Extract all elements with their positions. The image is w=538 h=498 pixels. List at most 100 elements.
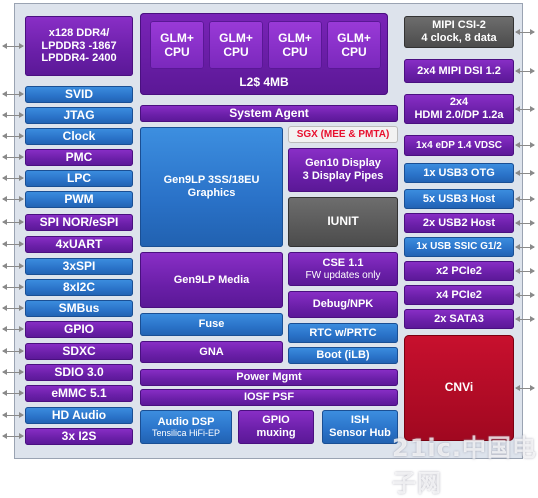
audio-dsp-block: Audio DSP Tensilica HiFi-EP [140,410,232,444]
left-connector-arrow [2,433,24,439]
hdmi-block: 2x4 HDMI 2.0/DP 1.2a [404,94,514,124]
right-connector-arrow [515,385,535,391]
left-connector-arrow [2,305,24,311]
fuse-block: Fuse [140,313,283,336]
cpu-label-top: GLM+ [160,30,194,45]
cpu-core-3: GLM+ CPU [268,21,322,69]
gna-block: GNA [140,341,283,363]
cpu-core-1: GLM+ CPU [150,21,204,69]
right-connector-arrow [515,29,535,35]
iunit-block: IUNIT [288,197,398,247]
memory-line-1: x128 DDR4/ [48,27,110,40]
media-block: Gen9LP Media [140,252,283,308]
hdmi-line-2: HDMI 2.0/DP 1.2a [414,109,504,121]
left-connector-arrow [2,390,24,396]
boot-block: Boot (iLB) [288,347,398,364]
ish-line-1: ISH [350,414,370,427]
gpio-muxing-block: GPIO muxing [238,410,314,444]
sdxc-block: SDXC [25,343,133,360]
cpu-label-bottom: CPU [282,45,308,59]
left-connector-arrow [2,196,24,202]
left-connector-arrow [2,348,24,354]
mipi-csi-block: MIPI CSI-2 4 clock, 8 data [404,16,514,48]
smbus-block: SMBus [25,300,133,317]
left-connector-arrow [2,369,24,375]
memory-line-3: LPDDR4- 2400 [41,52,117,65]
csi-line-2: 4 clock, 8 data [421,32,497,44]
left-connector-arrow [2,263,24,269]
pcie2-x4-block: x4 PCIe2 [404,285,514,305]
iosf-psf-block: IOSF PSF [140,389,398,406]
cpu-label-top: GLM+ [278,30,312,45]
emmc-block: eMMC 5.1 [25,385,133,402]
ish-block: ISH Sensor Hub [322,410,398,444]
right-connector-arrow [515,106,535,112]
left-connector-arrow [2,91,24,97]
memory-controller-block: x128 DDR4/ LPDDR3 -1867 LPDDR4- 2400 [25,16,133,76]
pcie2-x2-block: x2 PCIe2 [404,261,514,281]
right-connector-arrow [515,316,535,322]
gpio-mux-line-2: muxing [256,427,296,439]
right-connector-arrow [515,292,535,298]
cpu-core-4: GLM+ CPU [327,21,381,69]
i2s-block: 3x I2S [25,428,133,445]
ish-line-2: Sensor Hub [329,427,391,439]
left-connector-arrow [2,112,24,118]
jtag-block: JTAG [25,107,133,124]
cse-line-2: FW updates only [305,269,381,281]
cpu-label-bottom: CPU [164,45,190,59]
graphics-line-1: Gen9LP 3SS/18EU [163,174,260,187]
spi-block: 3xSPI [25,258,133,275]
cpu-core-2: GLM+ CPU [209,21,263,69]
left-connector-arrow [2,284,24,290]
cse-line-1: CSE 1.1 [322,256,364,269]
left-connector-arrow [2,175,24,181]
usb2-host-block: 2x USB2 Host [404,213,514,233]
pwm-block: PWM [25,191,133,208]
right-connector-arrow [515,170,535,176]
hd-audio-block: HD Audio [25,407,133,424]
left-connector-arrow [2,154,24,160]
right-connector-arrow [515,196,535,202]
sdio-block: SDIO 3.0 [25,364,133,381]
lpc-block: LPC [25,170,133,187]
left-connector-arrow [2,412,24,418]
display-line-2: 3 Display Pipes [302,170,384,182]
usb3-otg-block: 1x USB3 OTG [404,163,514,183]
cpu-label-top: GLM+ [337,30,371,45]
watermark-text: 21ic.中国电子网 [392,434,537,497]
left-connector-arrow [2,43,24,49]
right-connector-arrow [515,68,535,74]
hdmi-line-1: 2x4 [449,96,469,109]
mipi-dsi-block: 2x4 MIPI DSI 1.2 [404,59,514,83]
cpu-label-top: GLM+ [219,30,253,45]
cpu-label-bottom: CPU [223,45,249,59]
usb3-host-block: 5x USB3 Host [404,189,514,209]
right-connector-arrow [515,220,535,226]
left-connector-arrow [2,241,24,247]
gpio-mux-line-1: GPIO [262,414,290,427]
cpu-cluster: GLM+ CPU GLM+ CPU GLM+ CPU GLM+ CPU L2$ … [140,13,388,95]
edp-block: 1x4 eDP 1.4 VDSC [404,135,514,156]
csi-line-1: MIPI CSI-2 [432,19,486,32]
gpio-block: GPIO [25,321,133,338]
display-block: Gen10 Display 3 Display Pipes [288,148,398,192]
left-connector-arrow [2,219,24,225]
graphics-line-2: Graphics [187,187,236,199]
rtc-block: RTC w/PRTC [288,323,398,343]
cse-block: CSE 1.1 FW updates only [288,252,398,286]
audio-dsp-line-2: Tensilica HiFi-EP [151,428,220,439]
l2-cache-label: L2$ 4MB [239,75,289,89]
sata3-block: 2x SATA3 [404,309,514,329]
clock-block: Clock [25,128,133,145]
right-connector-arrow [515,268,535,274]
svid-block: SVID [25,86,133,103]
i2c-block: 8xI2C [25,279,133,296]
power-mgmt-block: Power Mgmt [140,369,398,386]
pmc-block: PMC [25,149,133,166]
system-agent-block: System Agent [140,105,398,122]
cnvi-block: CNVi [404,335,514,441]
right-connector-arrow [515,142,535,148]
memory-line-2: LPDDR3 -1867 [41,39,117,52]
spi-nor-block: SPI NOR/eSPI [25,214,133,231]
